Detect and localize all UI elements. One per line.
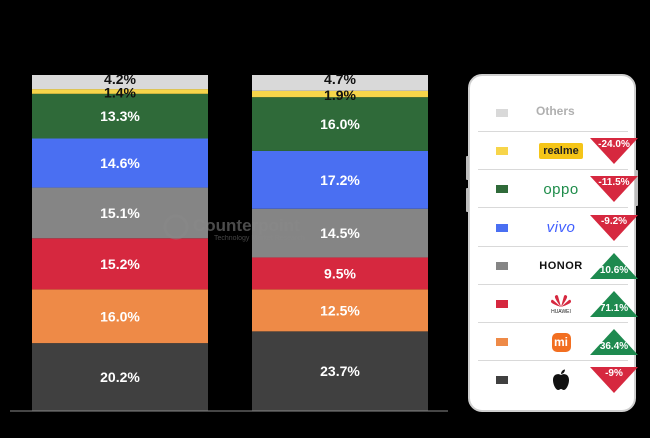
bar-1-label-realme: 1.4% <box>104 84 136 100</box>
watermark-subtitle: Technology Market Research <box>214 235 305 242</box>
change-value-honor: 10.6% <box>599 264 629 276</box>
change-value-xiaomi: 36.4% <box>599 341 629 353</box>
bar-1-segment-apple <box>32 343 208 411</box>
change-value-oppo: -11.5% <box>598 177 630 189</box>
bar-1-label-huawei: 15.2% <box>100 256 140 272</box>
bar-1-label-apple: 20.2% <box>100 369 140 385</box>
bar-2-label-honor: 14.5% <box>320 225 360 241</box>
bar-1-label-oppo: 13.3% <box>100 108 140 124</box>
bar-2-segment-honor <box>252 208 428 258</box>
change-value-realme: -24.0% <box>598 139 630 151</box>
bar-1-segment-xiaomi <box>32 289 208 344</box>
legend-swatch-oppo <box>496 185 508 194</box>
bar-2-segment-others <box>252 75 428 91</box>
legend-item-huawei: HUAWEI 71.1% <box>478 285 638 323</box>
bar-2-label-huawei: 9.5% <box>324 265 356 281</box>
legend-item-oppo: oppo -11.5% <box>478 170 638 209</box>
legend-item-realme: realme -24.0% <box>478 132 638 171</box>
legend-phone: Others realme -24.0% oppo -11.5% vivo -9.2% HON… <box>466 74 638 412</box>
bar-2-segment-huawei <box>252 257 428 290</box>
bar-1-segment-others <box>32 75 208 90</box>
legend-item-xiaomi: mi 36.4% <box>478 323 638 362</box>
bar-2-segment-vivo <box>252 150 428 209</box>
legend-item-apple: -9% <box>478 361 638 399</box>
legend-swatch-apple <box>496 376 508 385</box>
change-value-vivo: -9.2% <box>600 215 628 227</box>
bar-1-label-honor: 15.1% <box>100 205 140 221</box>
honor-logo: HONOR <box>539 259 583 272</box>
bar-1-label-xiaomi: 16.0% <box>100 308 140 324</box>
legend-swatch-honor <box>496 261 508 270</box>
bar-2-label-xiaomi: 12.5% <box>320 302 360 318</box>
legend-swatch-xiaomi <box>496 338 508 347</box>
legend-swatch-vivo <box>496 223 508 232</box>
legend-label-others: Others <box>536 104 575 118</box>
change-down-triangle-oppo: -11.5% <box>588 174 640 204</box>
bar-1-segment-huawei <box>32 238 208 290</box>
bar-2-label-apple: 23.7% <box>320 363 360 379</box>
bar-1-segment-realme <box>32 89 208 94</box>
bar-2-segment-realme <box>252 90 428 98</box>
bar-2-segment-apple <box>252 331 428 411</box>
watermark: Counterpoint Technology Market Research <box>163 214 305 242</box>
huawei-logo: HUAWEI <box>536 291 586 317</box>
bar-1-label-others: 4.2% <box>104 71 136 87</box>
bar-1-segment-honor <box>32 187 208 239</box>
change-down-triangle-realme: -24.0% <box>588 136 640 166</box>
change-down-triangle-vivo: -9.2% <box>588 213 640 243</box>
legend-item-vivo: vivo -9.2% <box>478 209 638 247</box>
bar-2-label-realme: 1.9% <box>324 87 356 103</box>
bar-2-label-vivo: 17.2% <box>320 172 360 188</box>
change-value-huawei: 71.1% <box>599 303 629 314</box>
change-up-triangle-honor: 10.6% <box>588 251 640 281</box>
labels-layer: 20.2% 16.0% 15.2% 15.1% 14.6% 13.3% 1.4%4.2% 23… <box>100 71 360 385</box>
legend-item-honor: HONOR 10.6% <box>478 247 638 285</box>
legend-item-others: Others <box>478 94 628 132</box>
xiaomi-logo: mi <box>536 329 586 355</box>
legend-swatch-realme <box>496 147 508 156</box>
bar-2-label-others: 4.7% <box>324 71 356 87</box>
legend-swatch-others <box>496 109 508 117</box>
watermark-brand: Counterpoint <box>193 216 300 235</box>
change-down-triangle-apple: -9% <box>588 365 640 395</box>
bar-1-label-vivo: 14.6% <box>100 155 140 171</box>
vivo-logo: vivo <box>546 219 576 237</box>
bar-1-segment-vivo <box>32 138 208 188</box>
realme-logo: realme <box>536 138 586 164</box>
bar-2-segment-oppo <box>252 97 428 151</box>
bar-2-segment-xiaomi <box>252 289 428 332</box>
change-value-apple: -9% <box>605 368 623 380</box>
bars-layer <box>32 75 428 411</box>
legend-swatch-huawei <box>496 300 508 308</box>
oppo-logo: oppo <box>543 180 579 198</box>
bar-2-label-oppo: 16.0% <box>320 116 360 132</box>
apple-logo <box>536 367 586 393</box>
bar-1-segment-oppo <box>32 93 208 139</box>
change-up-triangle-xiaomi: 36.4% <box>588 327 640 357</box>
change-up-triangle-huawei: 71.1% <box>588 289 640 319</box>
